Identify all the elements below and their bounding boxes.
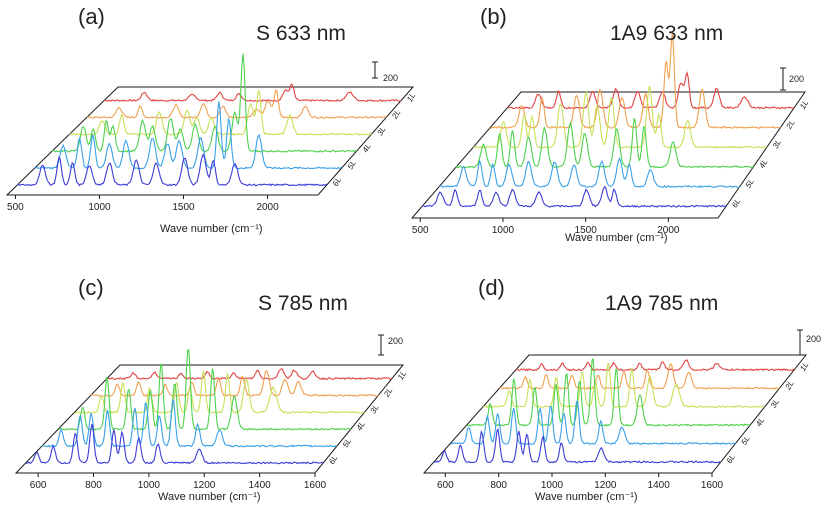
row-label-3L: 3L: [771, 138, 783, 150]
spectrum-5L: [439, 156, 740, 189]
spectrum-3L: [482, 362, 766, 409]
row-label-4L: 4L: [754, 416, 766, 428]
row-label-3L: 3L: [375, 125, 387, 137]
spectrum-6L: [433, 428, 721, 464]
x-tick-label: 600: [30, 480, 47, 491]
plot-floor: [14, 364, 405, 474]
panel-title: 1A9 633 nm: [610, 22, 723, 45]
spectrum-4L: [466, 358, 751, 427]
scale-bar-label: 200: [806, 334, 821, 344]
spectrum-4L: [51, 53, 357, 153]
row-label-5L: 5L: [744, 177, 756, 189]
spectrum-2L: [499, 362, 780, 390]
spectrum-1L: [104, 83, 402, 103]
x-tick-label: 1000: [88, 202, 111, 213]
row-label-4L: 4L: [361, 142, 373, 154]
x-tick-label: 1000: [492, 225, 515, 236]
row-label-2L: 2L: [382, 386, 395, 399]
spectrum-2L: [86, 89, 387, 119]
x-axis-label: Wave number (cm⁻¹): [160, 223, 263, 235]
x-tick-label: 1400: [249, 480, 272, 491]
x-tick-label: 800: [85, 480, 102, 491]
spectrum-3L: [69, 90, 372, 136]
row-label-2L: 2L: [784, 118, 797, 131]
x-tick-label: 1000: [541, 480, 564, 491]
spectrum-3L: [74, 370, 365, 415]
panel-title: 1A9 785 nm: [605, 292, 718, 315]
row-label-6L: 6L: [725, 453, 737, 465]
x-tick-label: 1200: [193, 480, 216, 491]
spectrum-6L: [421, 185, 727, 208]
plot-floor: [410, 91, 806, 219]
plot-floor: [422, 354, 808, 474]
row-label-1L: 1L: [396, 369, 408, 381]
row-label-6L: 6L: [327, 454, 339, 466]
x-tick-label: 600: [437, 480, 454, 491]
row-label-4L: 4L: [757, 158, 769, 170]
spectrum-6L: [17, 153, 328, 187]
panel-title: S 785 nm: [258, 292, 348, 315]
spectrum-5L: [450, 400, 736, 446]
spectrum-5L: [34, 101, 343, 170]
x-tick-label: 500: [7, 202, 24, 213]
x-tick-label: 2000: [256, 202, 279, 213]
row-label-6L: 6L: [730, 197, 742, 209]
x-tick-label: 1600: [701, 480, 724, 491]
spectrum-4L: [58, 348, 351, 431]
row-label-5L: 5L: [346, 159, 358, 171]
row-label-5L: 5L: [341, 437, 353, 449]
panel-title: S 633 nm: [256, 22, 346, 45]
spectrum-1L: [515, 359, 795, 372]
row-label-1L: 1L: [798, 99, 810, 111]
spectrum-5L: [41, 399, 338, 448]
panel-label: (b): [480, 4, 507, 29]
panel-label: (d): [478, 275, 505, 300]
row-label-1L: 1L: [405, 91, 417, 103]
scale-bar-label: 200: [383, 73, 398, 83]
x-tick-label: 500: [412, 225, 429, 236]
row-label-3L: 3L: [368, 403, 380, 415]
spectrum-2L: [490, 33, 781, 130]
spectrum-2L: [90, 369, 379, 397]
spectrum-3L: [472, 85, 768, 149]
x-axis-label: Wave number (cm⁻¹): [158, 491, 261, 503]
spectrum-1L: [507, 71, 795, 110]
row-label-2L: 2L: [783, 379, 796, 392]
x-tick-label: 1000: [138, 480, 161, 491]
x-tick-label: 1500: [172, 202, 195, 213]
panel-label: (c): [78, 275, 104, 300]
x-tick-label: 2000: [657, 225, 680, 236]
x-tick-label: 1200: [594, 480, 617, 491]
spectrum-4L: [455, 118, 754, 169]
spectrum-6L: [25, 423, 324, 465]
row-label-5L: 5L: [739, 434, 751, 446]
x-tick-label: 1600: [304, 480, 327, 491]
scale-bar-label: 200: [388, 336, 403, 346]
scale-bar-label: 200: [789, 74, 804, 84]
x-axis-label: Wave number (cm⁻¹): [535, 491, 638, 503]
x-tick-label: 1400: [648, 480, 671, 491]
panel-label: (a): [78, 4, 105, 29]
row-label-1L: 1L: [798, 361, 810, 373]
x-tick-label: 800: [490, 480, 507, 491]
row-label-6L: 6L: [331, 176, 343, 188]
plot-floor: [5, 86, 415, 196]
spectrum-1L: [106, 368, 393, 381]
row-label-4L: 4L: [355, 420, 367, 432]
row-label-2L: 2L: [390, 108, 403, 121]
x-axis-label: Wave number (cm⁻¹): [565, 232, 668, 244]
x-tick-label: 1500: [575, 225, 598, 236]
row-label-3L: 3L: [769, 397, 781, 409]
